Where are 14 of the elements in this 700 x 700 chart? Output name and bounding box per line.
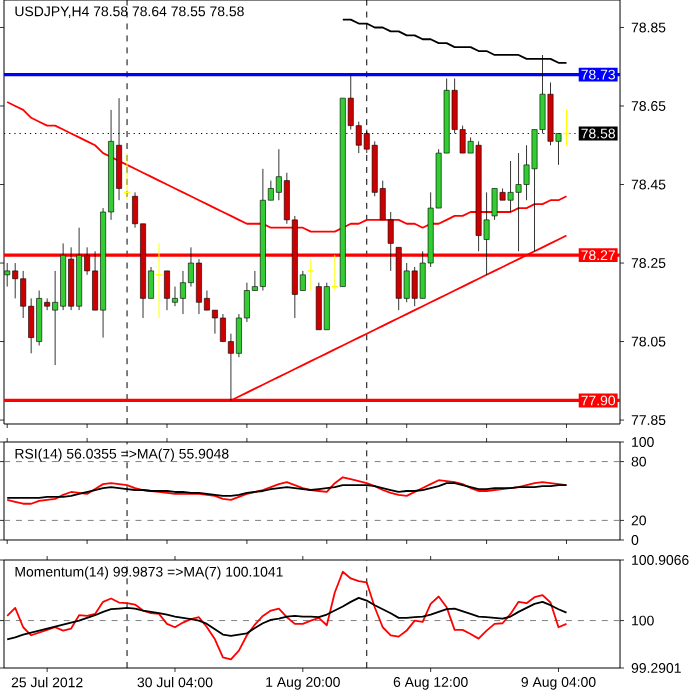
candlestick bbox=[507, 160, 514, 213]
candlestick bbox=[515, 152, 522, 252]
candlestick bbox=[12, 262, 19, 299]
candlestick bbox=[180, 270, 186, 315]
candlestick bbox=[36, 290, 43, 346]
candlestick bbox=[155, 242, 163, 319]
candlestick bbox=[491, 188, 498, 221]
candlestick bbox=[164, 270, 170, 311]
candlestick bbox=[411, 266, 418, 307]
candlestick bbox=[196, 258, 202, 315]
candlestick bbox=[306, 258, 315, 292]
candlestick bbox=[68, 246, 75, 311]
candlestick bbox=[323, 282, 330, 331]
candlestick bbox=[315, 282, 322, 331]
